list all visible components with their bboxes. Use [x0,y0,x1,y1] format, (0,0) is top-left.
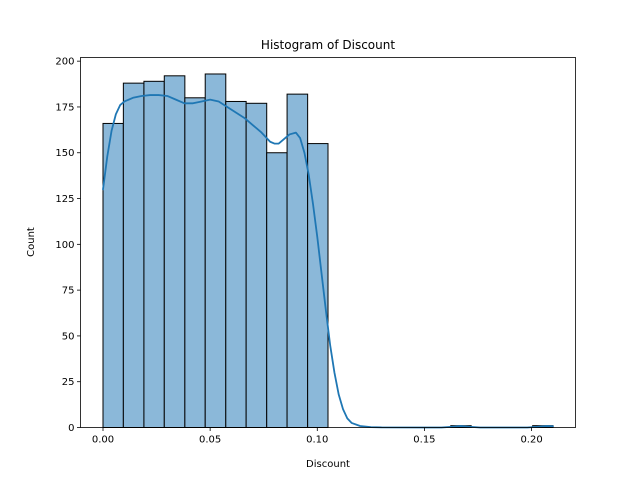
histogram-bar [286,93,309,428]
histogram-bar [204,73,227,429]
histogram-bar [245,102,268,428]
y-tick-label: 100 [55,240,74,251]
y-tick-label: 25 [62,377,75,388]
y-tick-label: 150 [55,148,74,159]
y-tick-label: 200 [55,57,74,68]
histogram-bar [163,75,186,428]
x-axis: 0.00 0.05 0.10 0.15 0.20 [92,427,543,446]
histogram-bar [122,82,145,429]
x-tick-label: 0.15 [413,435,435,446]
y-tick-label: 0 [68,423,74,434]
x-tick-label: 0.00 [92,435,114,446]
bars-group [102,73,554,429]
y-tick-label: 50 [62,331,75,342]
histogram-bar [184,97,206,428]
x-tick-label: 0.05 [199,435,221,446]
y-axis-title: Count [26,227,37,257]
chart-title: Histogram of Discount [261,38,395,52]
histogram-bar [266,152,288,428]
y-tick-label: 175 [55,102,74,113]
histogram-bar [225,100,247,429]
y-axis: 0 25 50 75 100 125 150 175 200 [55,57,81,434]
y-tick-label: 75 [62,286,75,297]
x-axis-title: Discount [306,459,350,470]
x-tick-label: 0.20 [520,435,542,446]
histogram-bar [143,80,165,428]
y-tick-label: 125 [55,194,74,205]
x-tick-label: 0.10 [306,435,328,446]
plot-frame [80,57,576,428]
